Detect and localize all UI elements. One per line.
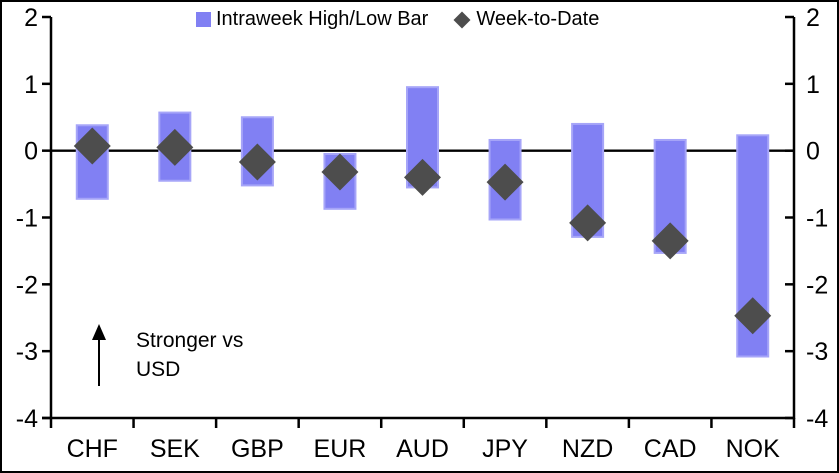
wtd-diamond-chf: [73, 127, 111, 165]
category-label-chf: CHF: [67, 435, 118, 463]
right-axis-label: -3: [806, 338, 828, 366]
wtd-diamond-cad: [651, 222, 689, 260]
right-axis-label: 0: [806, 138, 820, 166]
legend-label-wtd: Week-to-Date: [476, 8, 600, 30]
category-label-aud: AUD: [396, 435, 449, 463]
annotation-text: Stronger vs USD: [136, 326, 243, 384]
left-axis-label: -4: [16, 405, 38, 433]
left-axis-label: -2: [16, 271, 38, 299]
category-label-nzd: NZD: [562, 435, 613, 463]
left-axis-label: 2: [24, 4, 38, 32]
annotation-line-2: USD: [136, 358, 181, 381]
category-label-cad: CAD: [644, 435, 697, 463]
stronger-vs-usd-annotation: Stronger vs USD: [88, 324, 243, 388]
category-label-eur: EUR: [314, 435, 367, 463]
wtd-diamond-nzd: [569, 204, 607, 242]
right-axis-label: 1: [806, 71, 820, 99]
right-axis-label: -4: [806, 405, 828, 433]
wtd-diamond-aud: [404, 158, 441, 196]
wtd-diamond-nok: [734, 297, 772, 335]
right-axis-label: 2: [806, 4, 820, 32]
up-arrow-icon: [92, 324, 106, 386]
legend-item-wtd: Week-to-Date: [453, 8, 600, 31]
annotation-line-1: Stronger vs: [136, 329, 244, 352]
left-axis-label: -1: [16, 205, 38, 233]
category-label-gbp: GBP: [231, 435, 284, 463]
category-label-nok: NOK: [726, 435, 781, 463]
category-label-sek: SEK: [150, 435, 200, 463]
bar-swatch-icon: [196, 12, 211, 27]
right-axis-label: -1: [806, 205, 828, 233]
wtd-diamond-jpy: [486, 163, 524, 201]
wtd-diamond-eur: [321, 153, 359, 191]
legend: Intraweek High/Low Bar Week-to-Date: [196, 8, 599, 31]
wtd-diamond-sek: [156, 128, 194, 166]
right-axis-label: -2: [806, 271, 828, 299]
diamond-swatch-icon: [453, 11, 471, 28]
left-axis-label: 1: [24, 71, 38, 99]
legend-item-intraweek: Intraweek High/Low Bar: [196, 8, 428, 31]
left-axis-label: -3: [16, 338, 38, 366]
wtd-diamond-gbp: [238, 143, 276, 181]
legend-label-intraweek: Intraweek High/Low Bar: [216, 8, 429, 30]
category-label-jpy: JPY: [482, 435, 528, 463]
left-axis-label: 0: [24, 138, 38, 166]
